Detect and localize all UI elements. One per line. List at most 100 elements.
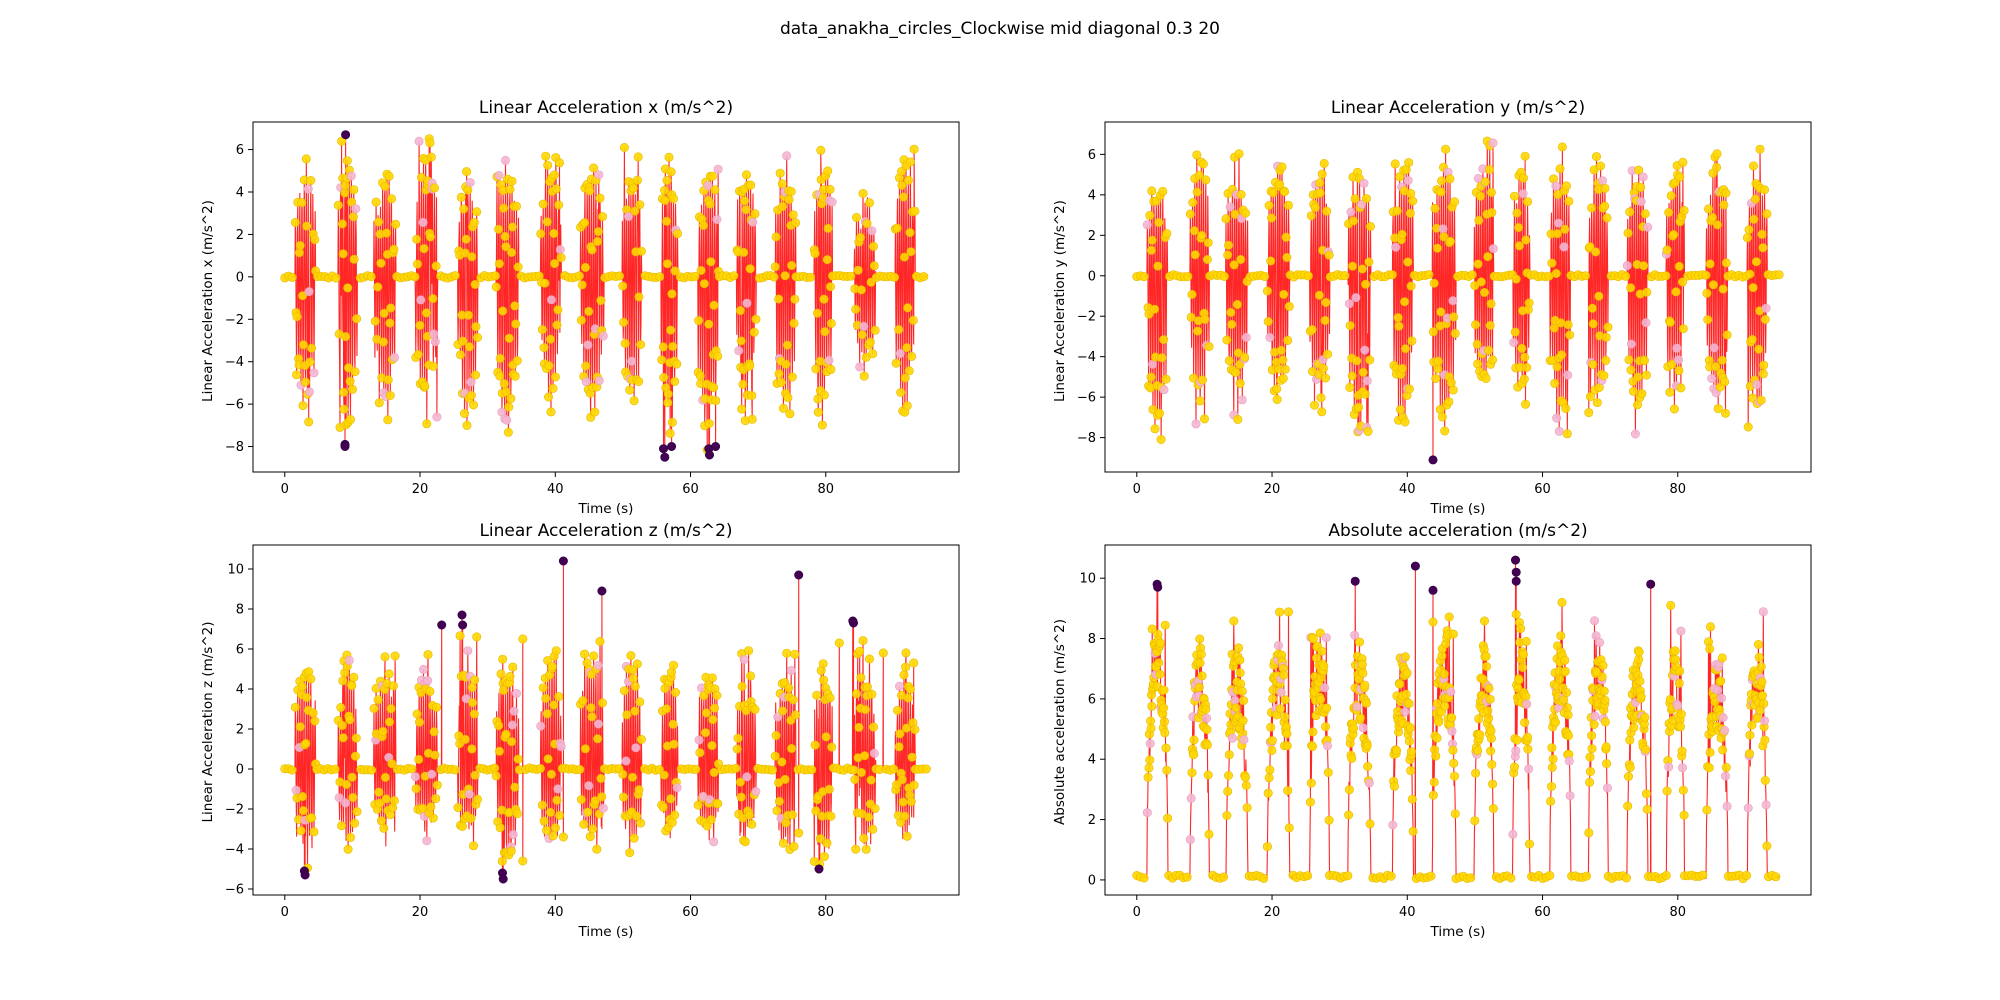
data-point [894,742,904,752]
data-point [387,759,397,769]
data-point [457,821,467,831]
data-point [462,420,472,430]
data-point [412,234,422,244]
data-point [670,266,680,276]
data-point [501,242,511,252]
data-point [620,338,630,348]
data-point [1159,385,1169,395]
data-point [470,770,480,780]
data-point [1437,176,1447,186]
data-point [1718,284,1728,294]
outlier-point [341,130,351,140]
data-point [894,681,904,691]
data-point [1262,286,1272,296]
data-point [1324,250,1334,260]
data-point [1357,659,1367,669]
data-point [659,770,669,780]
x-tick-label: 20 [412,482,429,497]
data-point [1450,197,1460,207]
data-point [551,646,561,656]
data-point [1624,771,1634,781]
data-point [825,282,835,292]
data-point [1185,209,1195,219]
data-point [512,356,522,366]
data-point [1355,637,1365,647]
data-point [507,222,517,232]
data-point [1545,870,1555,880]
data-point [1518,189,1528,199]
data-point [1230,209,1240,219]
data-point [580,744,590,754]
data-point [518,856,528,866]
data-point [1556,318,1566,328]
data-point [556,253,566,263]
y-tick-label: −4 [225,355,244,370]
panel-title: Linear Acceleration y (m/s^2) [1331,98,1585,118]
data-point [596,773,606,783]
data-point [1587,203,1597,213]
data-point [1305,797,1315,807]
data-point [862,682,872,692]
data-point [494,224,504,234]
data-point [1486,299,1496,309]
data-point [867,226,877,236]
x-tick-label: 40 [1399,905,1416,920]
data-point [1475,730,1485,740]
data-point [343,363,353,373]
data-point [1678,785,1688,795]
data-point [1623,801,1633,811]
data-point [747,414,757,424]
data-point [1158,186,1168,196]
data-point [662,216,672,226]
data-point [538,199,548,209]
data-point [511,688,521,698]
series-markers [1132,136,1784,444]
data-point [1449,758,1459,768]
data-point [1142,808,1152,818]
data-point [581,361,591,371]
data-point [1717,693,1727,703]
data-point [632,175,642,185]
data-point [1705,644,1715,654]
data-point [771,730,781,740]
data-point [1512,208,1522,218]
data-point [496,669,506,679]
data-point [740,837,750,847]
data-point [1361,698,1371,708]
data-point [1702,805,1712,815]
data-point [1202,713,1212,723]
data-point [466,813,476,823]
data-point [461,234,471,244]
data-point [707,673,717,683]
data-point [751,786,761,796]
data-point [813,407,823,417]
data-point [1599,686,1609,696]
data-point [1480,287,1490,297]
data-point [1563,370,1573,380]
data-point [695,371,705,381]
data-point [391,219,401,229]
data-point [1641,318,1651,328]
data-point [1196,649,1206,659]
data-point [1219,271,1229,281]
data-point [1344,785,1354,795]
data-point [735,777,745,787]
data-point [1603,322,1613,332]
data-point [539,816,549,826]
data-point [1241,772,1251,782]
data-point [706,815,716,825]
data-point [851,304,861,314]
data-point [1516,624,1526,634]
data-point [1146,245,1156,255]
data-point [1758,369,1768,379]
data-point [304,387,314,397]
data-point [1267,745,1277,755]
data-point [1745,749,1755,759]
data-point [695,748,705,758]
data-point [1721,762,1731,772]
data-point [1520,151,1530,161]
data-point [630,706,640,716]
data-point [1743,803,1753,813]
data-point [1664,762,1674,772]
data-point [589,651,599,661]
